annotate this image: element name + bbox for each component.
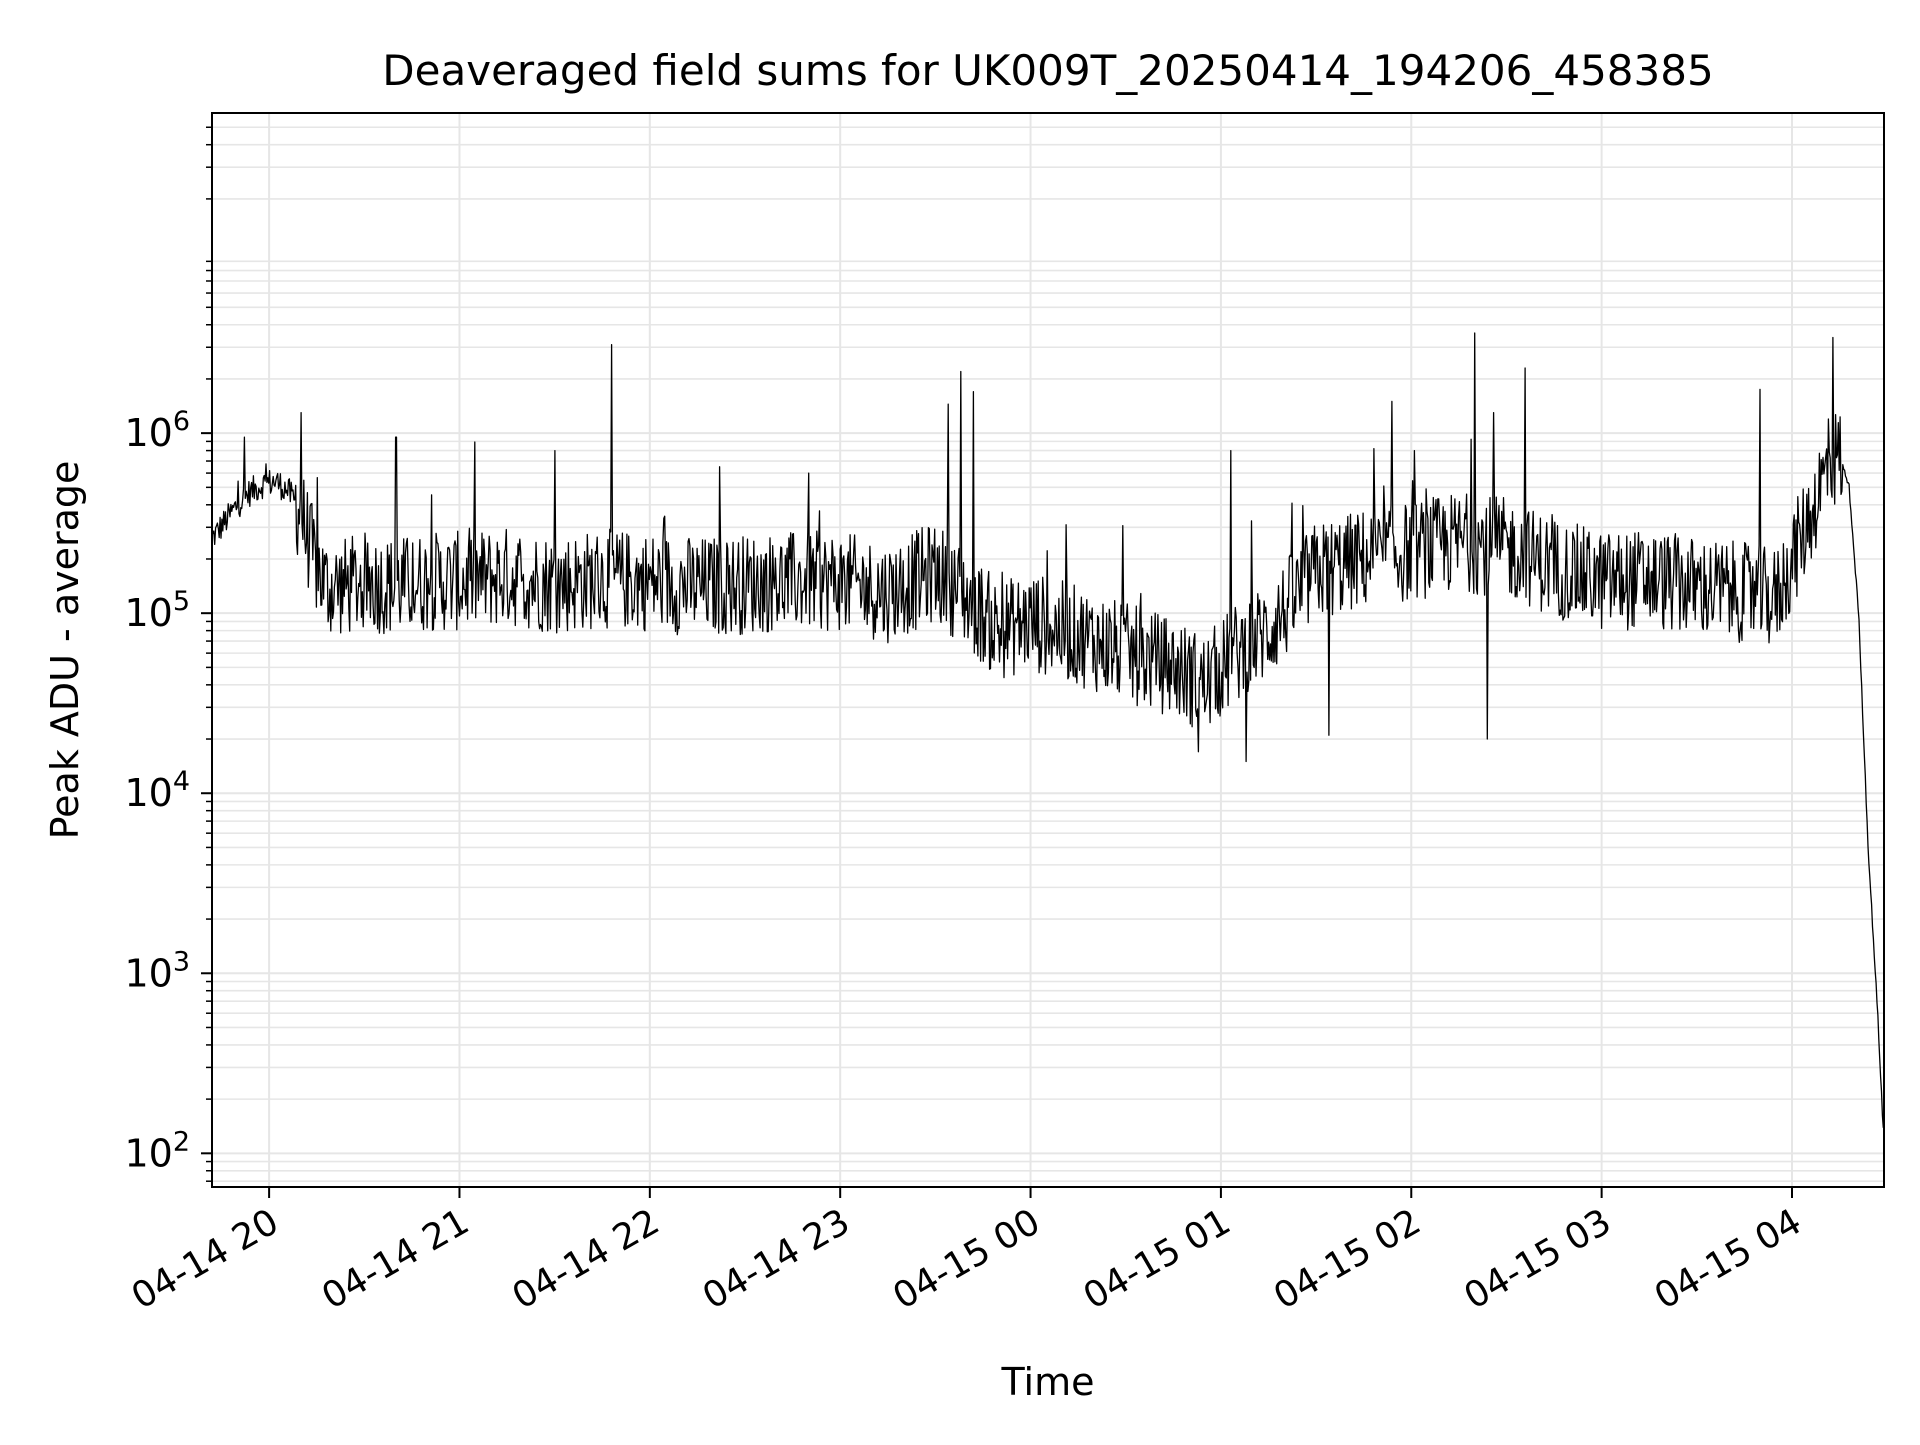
y-tick-label: 103 — [124, 946, 190, 995]
y-tick-label: 105 — [124, 586, 190, 635]
plot-area — [212, 113, 1884, 1187]
y-tick-label: 104 — [124, 766, 190, 815]
plot-frame — [211, 112, 1885, 1188]
x-axis-label: Time — [1001, 1360, 1095, 1404]
series-line — [211, 332, 1884, 1128]
chart-title: Deaveraged field sums for UK009T_2025041… — [382, 46, 1713, 95]
y-tick-label: 102 — [124, 1126, 190, 1175]
y-axis-label: Peak ADU - average — [43, 461, 87, 840]
y-tick-label: 106 — [124, 406, 190, 455]
data-layer — [211, 332, 1884, 1128]
grid-layer — [212, 113, 1884, 1187]
